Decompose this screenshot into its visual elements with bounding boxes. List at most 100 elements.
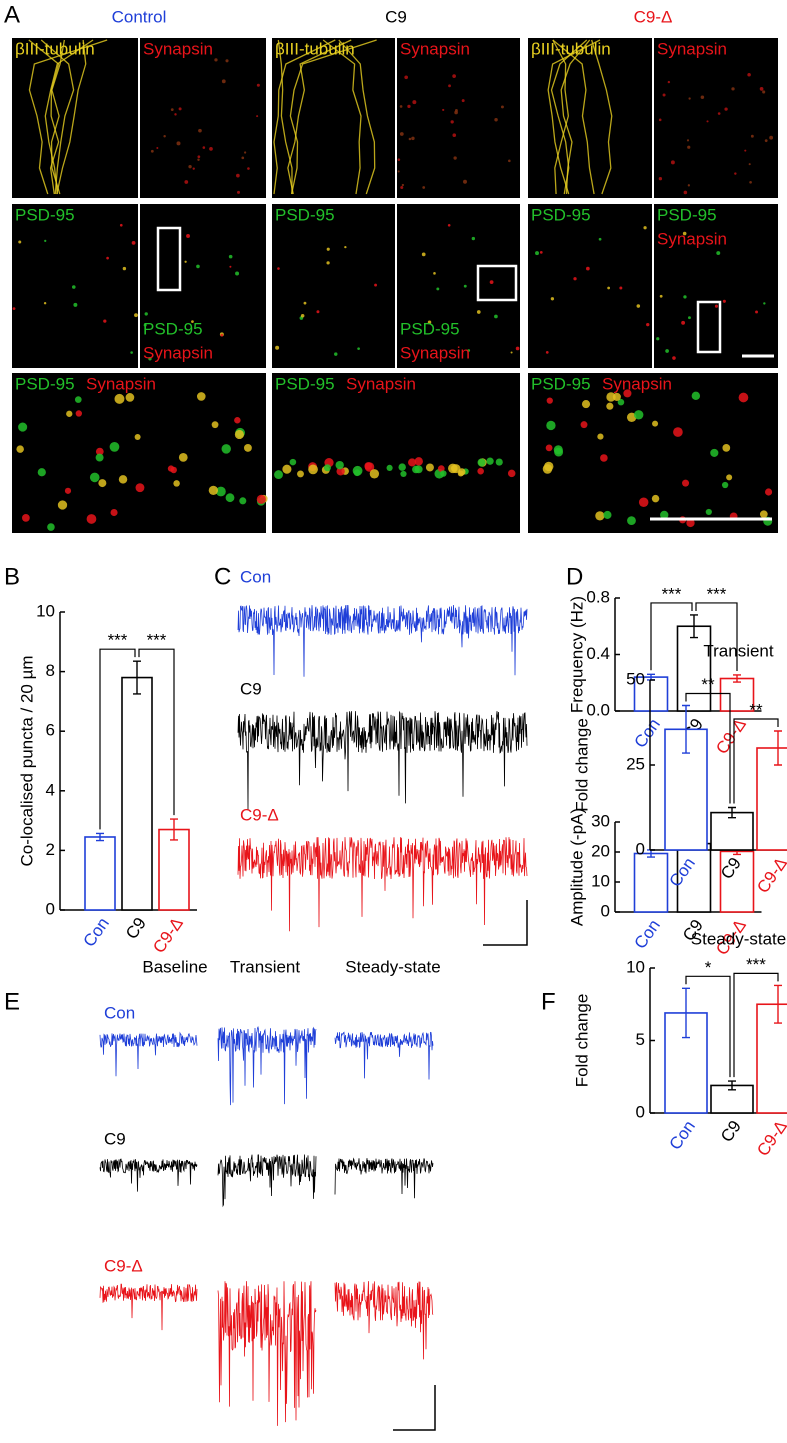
punctum (507, 159, 511, 163)
punctum (606, 392, 616, 402)
punctum (542, 464, 553, 474)
punctum (277, 267, 280, 270)
punctum (670, 160, 675, 165)
neurite (40, 39, 75, 195)
punctum (436, 287, 440, 291)
punctum (412, 100, 417, 105)
image-label: PSD-95 (275, 374, 335, 393)
punctum (507, 469, 516, 478)
punctum (573, 277, 577, 281)
error-bar (96, 832, 104, 842)
y-axis-label: Amplitude (-pA) (567, 808, 586, 926)
x-tick-label: C9-Δ (149, 914, 187, 957)
punctum (369, 469, 380, 479)
punctum (316, 310, 320, 314)
punctum (188, 164, 192, 169)
neurite (273, 39, 336, 195)
trace (237, 710, 528, 811)
trace (99, 1283, 198, 1331)
x-tick-label: Con (630, 916, 663, 952)
neurite (552, 39, 570, 195)
trace-label: C9-Δ (240, 805, 279, 824)
scale-bar (483, 900, 528, 946)
punctum (144, 312, 148, 316)
punctum (399, 132, 404, 136)
punctum (652, 420, 659, 427)
image-label: PSD-95 (400, 319, 460, 338)
punctum (235, 271, 240, 276)
y-tick-label: 0 (636, 1102, 645, 1121)
punctum (300, 313, 305, 318)
punctum (673, 427, 683, 437)
x-tick-label: C9-Δ (753, 854, 787, 897)
punctum (37, 468, 46, 477)
punctum (256, 83, 260, 87)
punctum (448, 463, 458, 474)
punctum (580, 421, 588, 429)
punctum (687, 145, 691, 149)
punctum (738, 392, 749, 403)
y-axis-label: Frequency (Hz) (567, 596, 586, 713)
punctum (163, 135, 166, 138)
bar (756, 1003, 787, 1114)
punctum (665, 349, 669, 353)
punctum (334, 352, 338, 356)
error-bar (774, 984, 782, 1024)
punctum (236, 173, 240, 178)
error-bar (133, 660, 141, 695)
significance-label: *** (746, 955, 766, 974)
punctum (545, 444, 553, 452)
y-tick-label: 0 (46, 899, 55, 918)
image-label: PSD-95 (275, 205, 335, 224)
punctum (457, 470, 464, 477)
punctum (606, 402, 614, 410)
image-label: PSD-95 (531, 205, 591, 224)
punctum (170, 466, 177, 474)
punctum (234, 429, 244, 440)
y-tick-label: 20 (591, 841, 610, 860)
punctum (691, 391, 701, 401)
punctum (408, 137, 412, 141)
significance-bracket (685, 975, 731, 1078)
image-label: PSD-95 (15, 374, 75, 393)
punctum (422, 186, 426, 189)
punctum (643, 226, 647, 230)
punctum (638, 497, 649, 507)
neurite (56, 39, 87, 195)
punctum (229, 265, 232, 268)
punctum (597, 433, 604, 440)
punctum (722, 299, 726, 303)
panel-letter: C (214, 563, 231, 590)
significance-bracket (733, 972, 779, 1078)
punctum (550, 297, 555, 301)
punctum (440, 470, 447, 477)
punctum (500, 105, 504, 109)
punctum (326, 247, 330, 251)
punctum (18, 240, 22, 244)
y-tick-label: 0.0 (586, 700, 610, 719)
punctum (683, 295, 687, 299)
punctum (623, 389, 632, 398)
neurite (547, 39, 601, 195)
y-tick-label: 30 (591, 811, 610, 830)
punctum (357, 347, 360, 351)
punctum (397, 158, 401, 161)
micrograph (140, 38, 266, 198)
image-label: Synapsin (657, 39, 727, 58)
punctum (700, 95, 705, 100)
punctum (95, 447, 104, 456)
punctum (308, 464, 318, 475)
x-tick-label: C9 (717, 1117, 745, 1146)
punctum (658, 177, 663, 181)
punctum (326, 261, 330, 265)
roi-box (696, 300, 722, 354)
bar (633, 852, 669, 913)
punctum (336, 467, 345, 476)
punctum (148, 357, 152, 361)
punctum (716, 251, 721, 256)
punctum (401, 183, 405, 187)
micrograph (140, 204, 266, 368)
panel-letter: E (4, 988, 20, 1015)
punctum (198, 128, 202, 133)
